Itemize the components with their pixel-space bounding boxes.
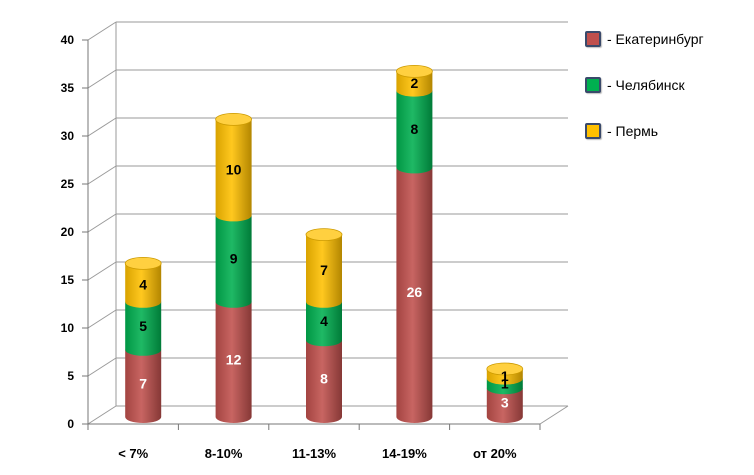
legend-swatch-1 [585,77,601,93]
data-label: 7 [320,262,328,278]
gridline-side-8 [87,21,117,41]
legend-label-1: - Челябинск [607,77,685,93]
bar-segment-екатеринбург-4 [486,388,523,423]
chart-labels: 7 5 4 12 9 10 8 4 7 26 8 2 3 11 [139,75,509,411]
gridline-side-5 [87,165,117,185]
bar-segment-пермь-3 [396,71,433,97]
bar-segment-пермь-2 [306,234,342,308]
legend-label-0: - Екатеринбург [607,31,704,47]
gridline-side-1 [87,357,117,377]
data-label: 12 [226,351,242,367]
gridline-side-3 [87,261,117,281]
floor-right-edge [539,405,569,425]
bar-cap-1 [215,113,253,126]
bar-segment-екатеринбург-3 [396,167,433,423]
y-tick-label: 35 [61,81,75,95]
data-label: 3 [501,395,509,411]
bar-segment-челябинск-2 [306,301,342,347]
data-label: 10 [226,161,242,177]
gridline-side-4 [87,213,117,233]
x-tick-label: 11-13% [292,446,337,461]
y-tick-label: 25 [61,177,75,191]
bar-segment-челябинск-3 [396,90,433,174]
bar-cap-3 [395,65,433,78]
data-label: 4 [139,277,147,293]
data-label: 9 [230,251,238,267]
y-tick-label: 40 [61,33,75,47]
x-tick-label: от 20% [473,446,517,461]
data-label: 5 [139,318,147,334]
data-label: 2 [411,75,419,91]
bar-segment-челябинск-1 [215,215,252,308]
data-label: 1 [501,368,509,384]
bar-segment-екатеринбург-0 [125,349,162,423]
y-tick-label: 5 [67,369,74,383]
y-tick-label: 20 [61,225,75,239]
data-label: 4 [320,313,328,329]
y-tick-label: 30 [61,129,75,143]
bar-segment-екатеринбург-1 [215,301,252,423]
data-label: 8 [320,371,328,387]
data-label: 8 [411,121,419,137]
legend-swatch-2 [585,123,601,139]
bar-segment-пермь-1 [215,119,252,222]
legend-swatch-0 [585,31,601,47]
data-label: 26 [407,284,423,300]
gridline-side-7 [87,69,117,89]
gridline-side-2 [87,309,117,329]
bar-cap-4 [486,362,524,376]
bar-segment-пермь-0 [125,263,162,308]
gridline-side-6 [87,117,117,137]
data-label: 1 [501,375,509,391]
legend-item-1: - Челябинск [585,74,750,96]
bar-cap-0 [124,256,162,270]
x-tick-label: 14-19% [382,446,427,461]
bar-segment-челябинск-0 [125,301,162,356]
y-tick-label: 15 [61,273,75,287]
bar-cap-2 [305,228,343,242]
legend-item-0: - Екатеринбург [585,28,750,50]
x-tick-label: < 7% [118,446,148,461]
legend-label-2: - Пермь [607,123,659,139]
legend-item-2: - Пермь [585,120,750,142]
x-tick-label: 8-10% [205,446,243,461]
chart-legend: - Екатеринбург - Челябинск - Пермь [585,28,750,166]
gridline-side-0 [87,405,117,425]
bar-segment-екатеринбург-2 [306,340,342,423]
y-tick-label: 10 [61,321,75,335]
data-label: 7 [139,375,147,391]
y-tick-label: 0 [67,417,74,431]
chart-bars [124,65,524,423]
